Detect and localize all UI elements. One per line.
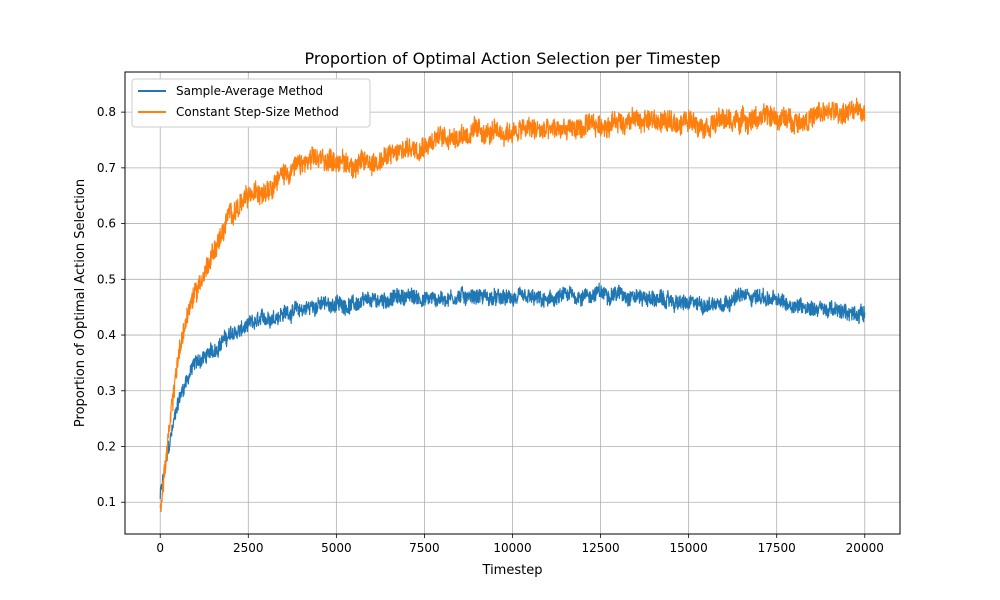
- x-axis-label: Timestep: [482, 563, 543, 578]
- y-axis-ticks: 0.1 0.2 0.3 0.4 0.5 0.6 0.7 0.8: [97, 105, 125, 509]
- y-tick-label: 0.3: [97, 384, 116, 398]
- series-line-0: [159, 282, 866, 499]
- y-tick-label: 0.2: [97, 440, 116, 454]
- chart-title: Proportion of Optimal Action Selection p…: [305, 49, 721, 68]
- x-axis-ticks: 0 2500 5000 7500 10000 12500 15000 17500 20000: [156, 534, 884, 555]
- x-tick-label: 20000: [846, 541, 884, 555]
- x-tick-label: 12500: [581, 541, 619, 555]
- legend-label-sample-average: Sample-Average Method: [176, 84, 323, 98]
- legend: Sample-Average Method Constant Step-Size…: [131, 78, 371, 128]
- x-tick-label: 0: [156, 541, 164, 555]
- x-tick-label: 17500: [758, 541, 796, 555]
- series-line-1: [159, 97, 866, 513]
- y-tick-label: 0.1: [97, 495, 116, 509]
- y-tick-label: 0.7: [97, 161, 116, 175]
- y-axis-label: Proportion of Optimal Action Selection: [73, 179, 88, 427]
- legend-box: [131, 78, 371, 128]
- grid-lines: [125, 72, 900, 534]
- y-tick-label: 0.6: [97, 217, 116, 231]
- y-tick-label: 0.8: [97, 105, 116, 119]
- x-tick-label: 15000: [670, 541, 708, 555]
- x-tick-label: 7500: [409, 541, 440, 555]
- x-tick-label: 5000: [321, 541, 352, 555]
- x-tick-label: 2500: [233, 541, 264, 555]
- legend-label-constant-step-size: Constant Step-Size Method: [176, 105, 339, 119]
- y-tick-label: 0.5: [97, 272, 116, 286]
- x-tick-label: 10000: [493, 541, 531, 555]
- series-lines: [159, 97, 866, 513]
- y-tick-label: 0.4: [97, 328, 116, 342]
